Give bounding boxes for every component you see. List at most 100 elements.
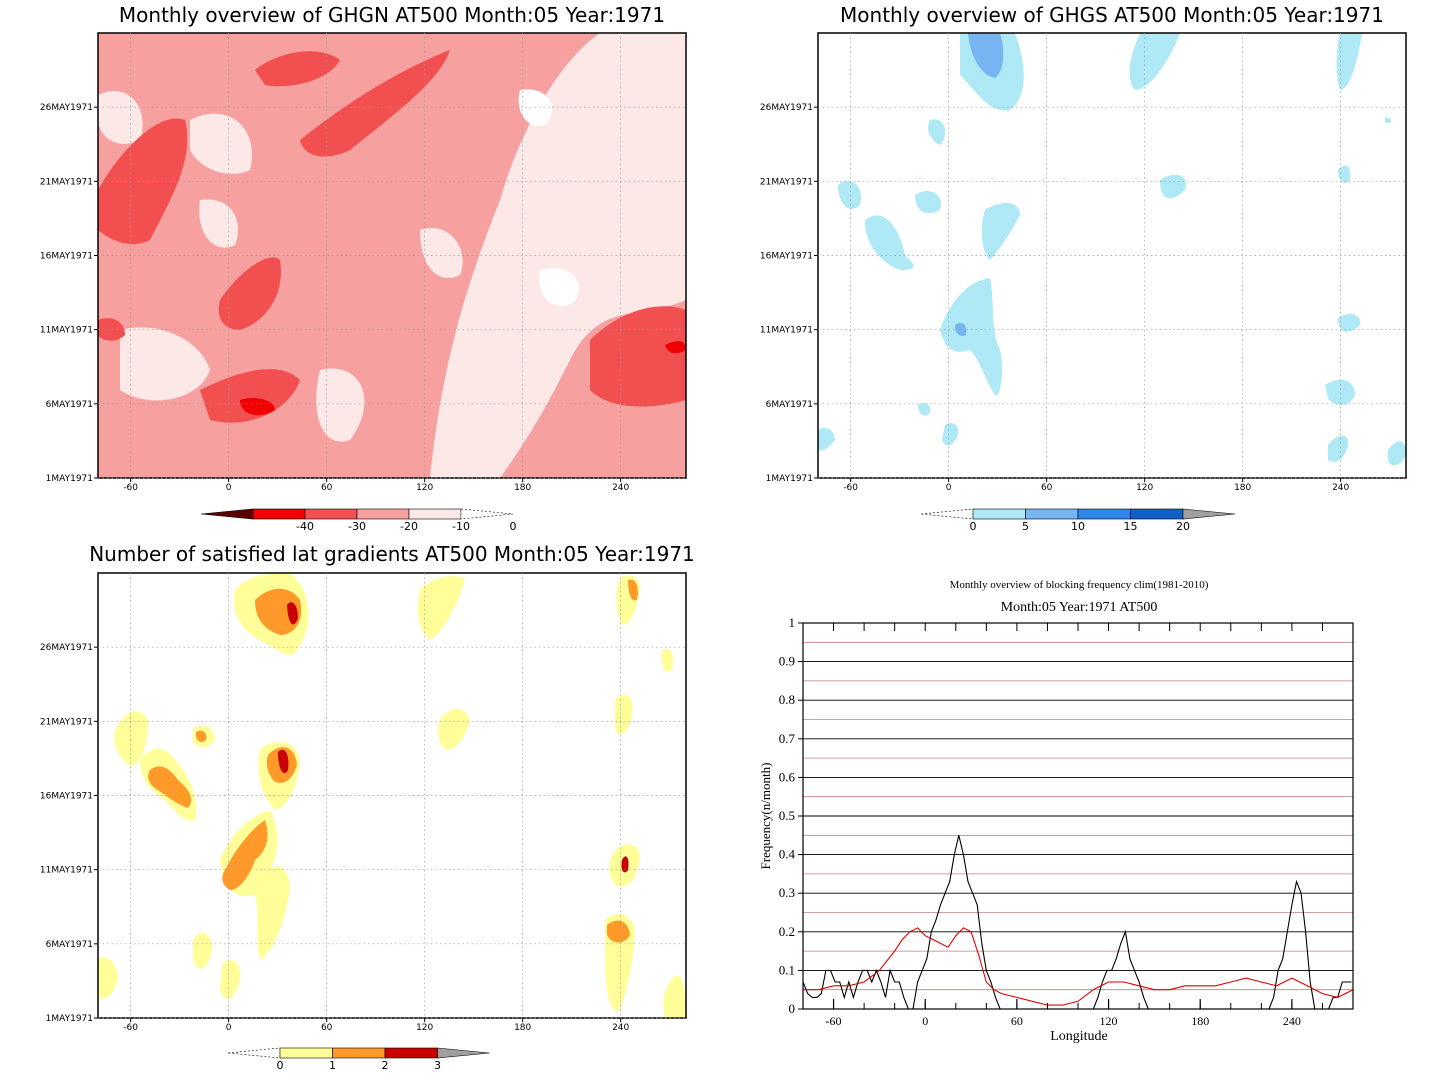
y-tick-label: 26MAY1971: [40, 643, 93, 653]
x-tick-label: 240: [1283, 1014, 1301, 1028]
x-tick-label: 180: [1191, 1014, 1209, 1028]
y-tick-label: 1MAY1971: [766, 474, 813, 484]
x-tick-label: 180: [514, 483, 531, 493]
panel-ghgn: Monthly overview of GHGN AT500 Month:05 …: [40, 3, 687, 533]
frequency-ticks: 0 0.1 0.2 0.3 0.4 0.5 0.6 0.7 0.8 0.9 1 -60 0 60 120 18…: [779, 615, 1354, 1028]
ghgn-light-zone: [190, 113, 252, 174]
y-tick-label: 6MAY1971: [766, 400, 813, 410]
frequency-xlabel: Longitude: [1050, 1029, 1108, 1044]
colorbar-left-triangle: [227, 1047, 281, 1059]
y-tick-label: 26MAY1971: [40, 103, 93, 113]
colorbar-segment: [972, 508, 1026, 520]
ghgn-medium-zone: [590, 306, 686, 407]
panel-ghgn-title: Monthly overview of GHGN AT500 Month:05 …: [119, 3, 665, 27]
ghgn-medium-zone: [200, 369, 300, 423]
x-tick-label: 120: [416, 483, 433, 493]
colorbar-right-triangle: [437, 1047, 490, 1059]
x-tick-label: 60: [321, 1023, 333, 1033]
panel-frequency: Monthly overview of blocking frequency c…: [758, 579, 1354, 1044]
panel-latgrad-title: Number of satisfied lat gradients AT500 …: [89, 542, 695, 566]
colorbar-segment: [1130, 508, 1184, 520]
x-tick-label: 120: [1136, 483, 1153, 493]
y-tick-label: 1: [789, 615, 796, 630]
colorbar-left-triangle: [920, 508, 974, 520]
y-tick-label: 1MAY1971: [46, 474, 93, 484]
panel-latgrad-ticks: -60 0 60 120 180 240 1MAY1971 6MAY1971 11MAY1971…: [40, 643, 630, 1033]
x-tick-label: -60: [123, 1023, 138, 1033]
colorbar-label: -30: [348, 520, 366, 533]
ghgn-light-zone: [98, 91, 143, 144]
y-tick-label: 16MAY1971: [40, 792, 93, 802]
latgrad-level2-zone: [255, 588, 302, 635]
x-tick-label: 0: [922, 1014, 928, 1028]
panel-ghgn-grid: [98, 33, 686, 479]
colorbar-segment: [279, 1047, 333, 1059]
colorbar-label: -10: [452, 520, 470, 533]
colorbar-label: 15: [1124, 520, 1138, 533]
latgrad-level3-zone: [287, 602, 298, 625]
frequency-series-red-line: [803, 927, 1353, 1006]
y-tick-label: 0.7: [779, 731, 796, 746]
colorbar-segment: [252, 508, 306, 520]
y-tick-label: 0.6: [779, 769, 796, 784]
panel-latgrad: Number of satisfied lat gradients AT500 …: [40, 542, 695, 1072]
frequency-series-black-line: [803, 835, 1352, 1009]
colorbar-segment: [1025, 508, 1079, 520]
x-tick-label: 120: [1100, 1014, 1118, 1028]
colorbar-segment: [304, 508, 358, 520]
y-tick-label: 0.9: [779, 654, 795, 669]
colorbar-label: 0: [970, 520, 977, 533]
colorbar-label: 5: [1022, 520, 1029, 533]
x-tick-label: 0: [226, 1023, 232, 1033]
x-tick-label: -60: [123, 483, 138, 493]
panel-ghgs-colorbar: 0 5 10 15 20: [920, 508, 1236, 533]
colorbar-label: -40: [296, 520, 314, 533]
ghgn-medium-zone: [218, 257, 281, 330]
y-tick-label: 0.8: [779, 692, 795, 707]
panel-ghgn-ticks: -60 0 60 120 180 240 1MAY1971 6MAY1971 11MAY1971…: [40, 103, 630, 493]
ghgn-medium-zone: [255, 51, 340, 87]
y-tick-label: 0.1: [779, 962, 795, 977]
y-tick-label: 0: [789, 1001, 796, 1016]
y-tick-label: 11MAY1971: [760, 326, 813, 336]
colorbar-label: -20: [400, 520, 418, 533]
y-tick-label: 6MAY1971: [46, 940, 93, 950]
y-tick-label: 26MAY1971: [760, 103, 813, 113]
ghgn-strong-zone: [240, 398, 275, 416]
panel-ghgs-ticks: -60 0 60 120 180 240 1MAY1971 6MAY1971 11MAY1971…: [760, 103, 1350, 493]
x-tick-label: 60: [1011, 1014, 1023, 1028]
x-tick-label: 240: [612, 483, 629, 493]
colorbar-label: 0: [510, 520, 517, 533]
frequency-ylabel: Frequency(n/month): [758, 763, 773, 870]
colorbar-label: 3: [434, 1059, 441, 1072]
x-tick-label: 60: [321, 483, 333, 493]
ghgn-white-zone: [539, 268, 579, 306]
x-tick-label: 0: [946, 483, 952, 493]
ghgn-light-zone: [316, 368, 365, 442]
x-tick-label: 60: [1041, 483, 1053, 493]
colorbar-segment: [384, 1047, 438, 1059]
ghgn-white-zone: [518, 89, 552, 126]
colorbar-right-triangle: [460, 508, 514, 520]
x-tick-label: 120: [416, 1023, 433, 1033]
y-tick-label: 0.4: [779, 847, 796, 862]
x-tick-label: 0: [226, 483, 232, 493]
panel-ghgn-colorbar: -40 -30 -20 -10 0: [200, 508, 517, 533]
y-tick-label: 16MAY1971: [40, 252, 93, 262]
x-tick-label: 180: [1234, 483, 1251, 493]
y-tick-label: 0.3: [779, 885, 795, 900]
y-tick-label: 6MAY1971: [46, 400, 93, 410]
colorbar-label: 10: [1071, 520, 1085, 533]
colorbar-segment: [332, 1047, 386, 1059]
colorbar-label: 2: [382, 1059, 389, 1072]
colorbar-right-triangle: [1182, 508, 1236, 520]
y-tick-label: 0.5: [779, 808, 795, 823]
ghgn-light-zone: [420, 228, 463, 278]
x-tick-label: -60: [843, 483, 858, 493]
y-tick-label: 11MAY1971: [40, 866, 93, 876]
colorbar-left-triangle: [200, 508, 254, 520]
panel-ghgs: Monthly overview of GHGS AT500 Month:05 …: [760, 3, 1407, 533]
y-tick-label: 1MAY1971: [46, 1014, 93, 1024]
colorbar-label: 20: [1176, 520, 1190, 533]
